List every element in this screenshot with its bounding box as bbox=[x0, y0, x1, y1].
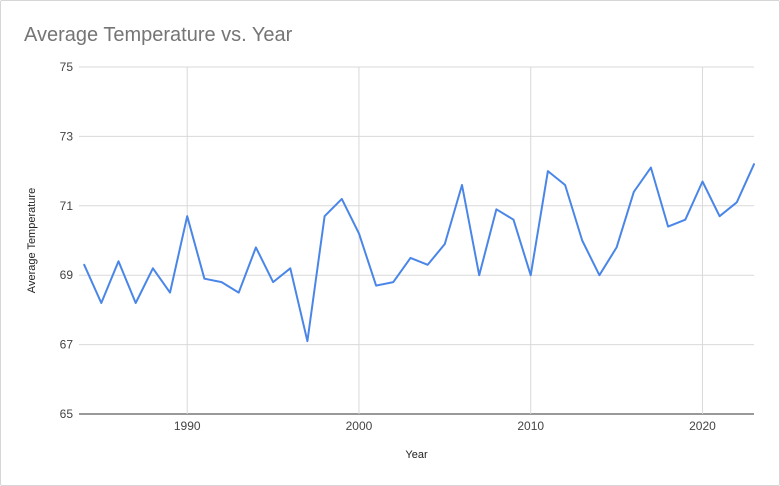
horizontal-gridlines bbox=[79, 66, 754, 415]
x-tick-label: 2000 bbox=[346, 419, 373, 433]
data-point bbox=[374, 284, 378, 288]
data-point bbox=[546, 169, 550, 173]
data-point bbox=[288, 266, 292, 270]
y-tick-label: 71 bbox=[60, 199, 74, 213]
data-point bbox=[117, 259, 121, 263]
x-tick-label: 1990 bbox=[174, 419, 201, 433]
data-point bbox=[597, 273, 601, 277]
data-point bbox=[683, 218, 687, 222]
y-axis-label: Average Temperature bbox=[26, 188, 38, 293]
data-point bbox=[477, 273, 481, 277]
data-point bbox=[340, 197, 344, 201]
data-point bbox=[443, 242, 447, 246]
series-line bbox=[83, 163, 755, 343]
data-point bbox=[151, 266, 155, 270]
data-point bbox=[632, 190, 636, 194]
x-axis-label: Year bbox=[405, 449, 428, 461]
data-point bbox=[391, 280, 395, 284]
data-point bbox=[323, 214, 327, 218]
data-point bbox=[494, 207, 498, 211]
y-tick-label: 67 bbox=[60, 338, 74, 352]
data-point bbox=[512, 218, 516, 222]
x-tick-label: 2010 bbox=[517, 419, 544, 433]
data-point bbox=[718, 214, 722, 218]
data-point bbox=[271, 280, 275, 284]
vertical-gridlines bbox=[186, 67, 703, 414]
data-point bbox=[426, 263, 430, 267]
data-point bbox=[460, 183, 464, 187]
data-point bbox=[305, 339, 309, 343]
data-point bbox=[168, 291, 172, 295]
data-point bbox=[700, 180, 704, 184]
data-point bbox=[408, 256, 412, 260]
data-point bbox=[254, 245, 258, 249]
data-point bbox=[666, 225, 670, 229]
chart-title: Average Temperature vs. Year bbox=[24, 24, 293, 46]
data-point bbox=[580, 239, 584, 243]
data-point bbox=[185, 214, 189, 218]
y-tick-label: 69 bbox=[60, 268, 74, 282]
data-point bbox=[237, 291, 241, 295]
data-point bbox=[563, 183, 567, 187]
data-point bbox=[357, 232, 361, 236]
data-point bbox=[220, 280, 224, 284]
x-tick-labels: 1990 2000 2010 2020 bbox=[174, 419, 716, 433]
data-point bbox=[649, 166, 653, 170]
data-point bbox=[202, 277, 206, 281]
data-point bbox=[735, 200, 739, 204]
data-point bbox=[529, 273, 533, 277]
data-point bbox=[82, 263, 86, 267]
data-point bbox=[134, 301, 138, 305]
y-tick-label: 73 bbox=[60, 129, 74, 143]
data-point bbox=[615, 245, 619, 249]
series-layer bbox=[82, 162, 756, 343]
data-point bbox=[99, 301, 103, 305]
y-tick-labels: 65 67 69 71 73 75 bbox=[60, 60, 74, 421]
x-tick-label: 2020 bbox=[689, 419, 716, 433]
data-point bbox=[752, 162, 756, 166]
y-tick-label: 75 bbox=[60, 60, 74, 74]
y-tick-label: 65 bbox=[60, 407, 74, 421]
